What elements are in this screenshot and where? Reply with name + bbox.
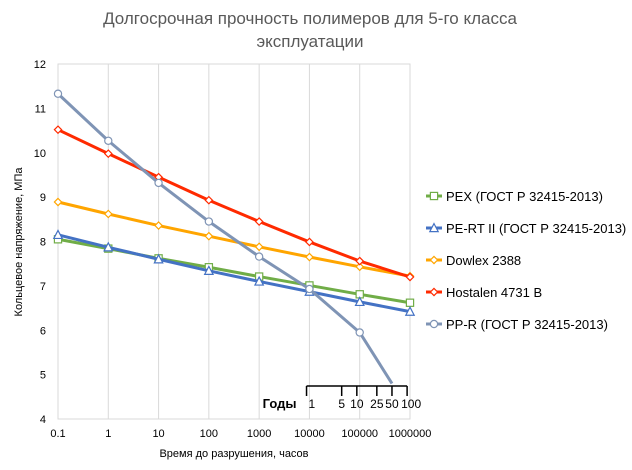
series-line (57, 233, 411, 314)
legend: PEX (ГОСТ Р 32415-2013) PE-RT II (ГОСТ Р … (426, 189, 626, 332)
x-tick-label: 10 (152, 428, 164, 440)
data-point (305, 284, 314, 294)
x-tick-label: 100 (200, 428, 218, 440)
data-point (355, 256, 365, 266)
data-point (104, 136, 113, 145)
years-tick-label: 1 (309, 397, 316, 411)
years-tick-label: 50 (385, 397, 399, 411)
data-point (53, 125, 63, 135)
y-tick-label: 6 (40, 325, 46, 337)
series-2 (52, 229, 416, 316)
legend-marker (428, 222, 440, 233)
y-tick-label: 9 (40, 192, 46, 204)
y-tick-label: 11 (35, 103, 46, 115)
data-point (103, 241, 114, 252)
data-point (203, 265, 215, 275)
years-annotation: Годы 1 5 10 25 50 100 (263, 385, 421, 411)
data-point (53, 89, 63, 98)
x-tick-label: 100000 (341, 428, 378, 440)
data-point (355, 328, 364, 337)
y-tick-label: 4 (40, 414, 46, 426)
y-axis-label: Кольцевое напряжение, МПа (13, 167, 25, 317)
data-point (254, 217, 264, 226)
data-point (304, 237, 314, 247)
series-4 (53, 125, 415, 282)
series-3 (53, 197, 415, 281)
series-group (52, 89, 416, 385)
data-point (204, 217, 214, 226)
data-point (204, 195, 214, 205)
x-tick-label: 1000000 (389, 428, 432, 440)
chart-subtitle: эксплуатации (256, 32, 363, 51)
data-point (154, 178, 163, 188)
data-point (304, 252, 314, 262)
x-tick-label: 1 (105, 428, 111, 440)
data-point (405, 272, 415, 282)
series-line (57, 200, 411, 278)
years-label: Годы (263, 396, 297, 411)
y-tick-label: 12 (34, 59, 46, 71)
legend-label: PE-RT II (ГОСТ Р 32415-2013) (446, 221, 626, 236)
data-point (253, 275, 265, 286)
data-point (204, 231, 214, 241)
series-line (57, 128, 411, 279)
legend-marker (429, 319, 439, 329)
years-tick-label: 10 (350, 397, 364, 411)
series-line (56, 92, 394, 385)
data-point (405, 298, 415, 307)
data-point (103, 149, 113, 159)
legend-entry: PP-R (ГОСТ Р 32415-2013) (426, 317, 608, 332)
legend-label: Hostalen 4731 B (446, 285, 542, 300)
axes: 0.1 1 10 100 1000 10000 100000 1000000 4 5 6 7 8 9 10 1… (34, 59, 432, 440)
y-tick-label: 7 (40, 281, 46, 293)
legend-label: Dowlex 2388 (446, 253, 521, 268)
legend-marker (429, 287, 439, 297)
legend-entry: Hostalen 4731 B (426, 285, 542, 300)
x-tick-label: 0.1 (50, 428, 65, 440)
x-tick-label: 1000 (247, 428, 271, 440)
series-5 (53, 89, 394, 385)
data-point (354, 296, 365, 307)
legend-entry: PE-RT II (ГОСТ Р 32415-2013) (426, 221, 626, 236)
x-axis-label: Время до разрушения, часов (159, 448, 308, 460)
y-tick-label: 5 (40, 370, 46, 382)
chart-title: Долгосрочная прочность полимеров для 5-г… (103, 9, 517, 28)
x-tick-label: 10000 (294, 428, 325, 440)
years-tick-label: 25 (370, 397, 384, 411)
data-point (154, 221, 164, 230)
data-point (52, 229, 64, 240)
legend-marker (429, 191, 439, 201)
legend-label: PEX (ГОСТ Р 32415-2013) (446, 189, 603, 204)
legend-entry: PEX (ГОСТ Р 32415-2013) (426, 189, 603, 204)
legend-label: PP-R (ГОСТ Р 32415-2013) (446, 317, 608, 332)
legend-marker (429, 255, 439, 265)
data-point (103, 209, 113, 219)
data-point (53, 197, 63, 207)
y-tick-label: 10 (34, 148, 46, 160)
legend-entry: Dowlex 2388 (426, 253, 521, 268)
years-tick-label: 5 (338, 397, 345, 411)
y-tick-label: 8 (40, 237, 46, 249)
data-point (254, 252, 264, 261)
data-point (254, 242, 264, 252)
years-tick-label: 100 (401, 397, 421, 411)
data-point (355, 262, 365, 272)
data-point (153, 253, 164, 264)
data-point (404, 305, 416, 316)
